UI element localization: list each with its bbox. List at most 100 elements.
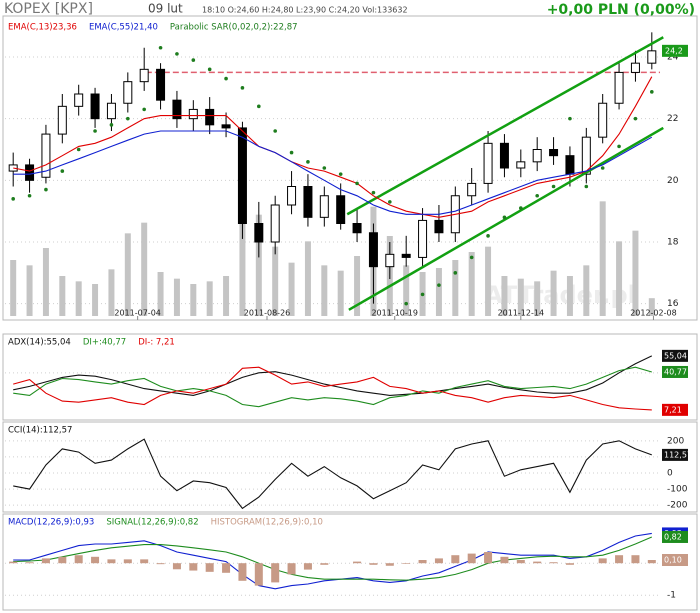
volume-bar (272, 246, 279, 316)
y-tick-label: -200 (667, 501, 688, 511)
indicator-line (13, 536, 653, 581)
value-badge (662, 349, 688, 362)
y-tick-label: 200 (667, 436, 684, 446)
panel-frame (2, 333, 698, 421)
histogram-bar (451, 555, 460, 564)
panel-frame (2, 513, 698, 611)
sar-dot (158, 45, 163, 50)
x-tick-label: 2011-12-14 (498, 309, 545, 318)
panel-frame (2, 421, 698, 513)
histogram-bar (533, 561, 542, 564)
sar-dot (338, 172, 343, 176)
legend-label: EMA(C,13)23,36 (8, 23, 77, 33)
volume-bar (485, 246, 492, 316)
candle-body (352, 223, 362, 234)
histogram-bar (287, 563, 296, 575)
volume-bar (92, 284, 99, 316)
histogram-bar (9, 561, 18, 564)
y-tick-label: -1 (667, 591, 676, 601)
sar-dot (306, 160, 310, 164)
histogram-bar (402, 563, 411, 564)
volume-bar (566, 276, 573, 316)
volume-bar (75, 281, 82, 316)
value-badge (662, 530, 688, 543)
trend-channel (348, 126, 664, 311)
trend-channel (346, 36, 664, 216)
volume-bar (173, 278, 180, 316)
sar-dot (11, 197, 15, 201)
histogram-bar (369, 563, 378, 565)
indicator-line (13, 76, 653, 218)
histogram-bar (549, 562, 558, 564)
histogram-bar (140, 559, 149, 564)
histogram-bar (205, 563, 214, 572)
candle-body (188, 108, 198, 120)
histogram-bar (189, 563, 198, 571)
candle-body (8, 164, 18, 172)
volume-bar (26, 265, 33, 316)
value-badge (662, 448, 688, 461)
sar-dot (224, 76, 228, 81)
volume-bar (190, 284, 197, 316)
x-tick-label: 2011-07-04 (114, 309, 161, 318)
sar-dot (469, 255, 474, 260)
volume-bar (304, 241, 311, 316)
volume-bar (599, 201, 606, 316)
histogram-bar (156, 563, 165, 565)
candle-body (499, 142, 509, 169)
sar-dot (60, 169, 65, 173)
value-badge (662, 554, 688, 566)
sar-dot (633, 116, 638, 121)
volume-bar (288, 262, 295, 316)
candle-body (418, 219, 428, 258)
volume-bar (321, 265, 328, 316)
candle-body (647, 50, 657, 64)
sar-dot (126, 116, 130, 121)
histogram-bar (238, 563, 247, 581)
sar-dot (240, 86, 245, 90)
candle-body (598, 102, 608, 138)
sar-dot (109, 123, 114, 127)
candle-body (205, 108, 215, 126)
histogram-bar (303, 563, 312, 570)
legend-label: CCI(14):112,57 (8, 426, 72, 436)
sar-dot (535, 193, 539, 198)
volume-bar (452, 260, 459, 316)
sar-dot (371, 190, 376, 195)
sar-dot (519, 206, 523, 210)
volume-bar (534, 281, 541, 316)
price-badge-label: 24,2 (665, 46, 683, 55)
value-badge-label: 7,21 (664, 405, 682, 414)
histogram-bar (484, 552, 493, 564)
candle-body (549, 149, 559, 157)
candle-body (581, 136, 591, 175)
histogram-bar (41, 558, 50, 564)
candle-body (630, 62, 640, 73)
legend-label: Parabolic SAR(0,02,0,2):22,87 (170, 23, 298, 33)
indicator-line (13, 366, 652, 408)
volume-bar (616, 241, 623, 316)
legend-label: EMA(C,55)21,40 (89, 23, 158, 33)
histogram-bar (565, 563, 574, 565)
value-badge (662, 403, 688, 416)
volume-bar (255, 214, 262, 316)
sar-dot (257, 104, 261, 109)
volume-bar (648, 298, 655, 316)
sar-dot (568, 116, 572, 121)
volume-bar (354, 256, 361, 316)
sar-dot (404, 301, 408, 306)
y-tick-label: 0 (667, 469, 673, 479)
candle-body (90, 93, 100, 120)
volume-bar (517, 278, 524, 316)
indicator-line (13, 366, 652, 411)
candle-body (287, 186, 297, 206)
volume-bar (157, 272, 164, 316)
y-tick-label: -100 (667, 485, 688, 495)
price-badge (662, 44, 688, 57)
x-tick-label: 2011-08-26 (244, 309, 291, 318)
candle-body (483, 142, 493, 184)
volume-bar (10, 260, 17, 316)
volume-bar (468, 252, 475, 316)
